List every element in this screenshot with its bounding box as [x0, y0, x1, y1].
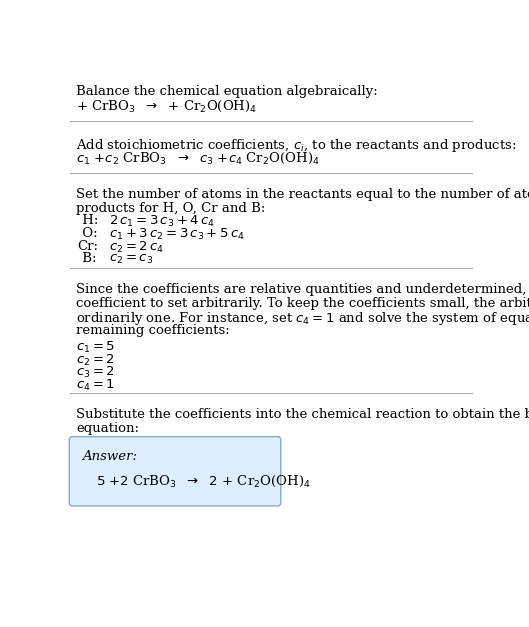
- Text: $c_1 + 3\,c_2 = 3\,c_3 + 5\,c_4$: $c_1 + 3\,c_2 = 3\,c_3 + 5\,c_4$: [109, 227, 244, 242]
- FancyBboxPatch shape: [69, 436, 281, 506]
- Text: $c_1 = 5$: $c_1 = 5$: [76, 340, 115, 356]
- Text: remaining coefficients:: remaining coefficients:: [76, 324, 230, 337]
- Text: Set the number of atoms in the reactants equal to the number of atoms in the: Set the number of atoms in the reactants…: [76, 189, 529, 201]
- Text: equation:: equation:: [76, 421, 139, 435]
- Text: products for H, O, Cr and B:: products for H, O, Cr and B:: [76, 202, 266, 215]
- Text: $5$ $+2$ CrBO$_3$  $\rightarrow$  $2$ $+$ Cr$_2$O(OH)$_4$: $5$ $+2$ CrBO$_3$ $\rightarrow$ $2$ $+$ …: [96, 474, 311, 489]
- Text: O:: O:: [78, 227, 97, 240]
- Text: ordinarily one. For instance, set $c_4 = 1$ and solve the system of equations fo: ordinarily one. For instance, set $c_4 =…: [76, 310, 529, 327]
- Text: $c_2 = 2$: $c_2 = 2$: [76, 353, 115, 368]
- Text: Answer:: Answer:: [81, 450, 136, 463]
- Text: Since the coefficients are relative quantities and underdetermined, choose a: Since the coefficients are relative quan…: [76, 283, 529, 297]
- Text: B:: B:: [78, 253, 96, 265]
- Text: Add stoichiometric coefficients, $c_i$, to the reactants and products:: Add stoichiometric coefficients, $c_i$, …: [76, 137, 517, 154]
- Text: $c_2 = c_3$: $c_2 = c_3$: [109, 253, 153, 266]
- Text: Cr:: Cr:: [78, 240, 99, 253]
- Text: H:: H:: [78, 214, 98, 227]
- Text: $c_4 = 1$: $c_4 = 1$: [76, 377, 115, 393]
- Text: coefficient to set arbitrarily. To keep the coefficients small, the arbitrary va: coefficient to set arbitrarily. To keep …: [76, 297, 529, 310]
- Text: Balance the chemical equation algebraically:: Balance the chemical equation algebraica…: [76, 85, 378, 98]
- Text: Substitute the coefficients into the chemical reaction to obtain the balanced: Substitute the coefficients into the che…: [76, 408, 529, 421]
- Text: $2\,c_1 = 3\,c_3 + 4\,c_4$: $2\,c_1 = 3\,c_3 + 4\,c_4$: [109, 214, 215, 229]
- Text: $+$ CrBO$_3$  $\rightarrow$  $+$ Cr$_2$O(OH)$_4$: $+$ CrBO$_3$ $\rightarrow$ $+$ Cr$_2$O(O…: [76, 98, 257, 114]
- Text: $c_2 = 2\,c_4$: $c_2 = 2\,c_4$: [109, 240, 164, 255]
- Text: $c_3 = 2$: $c_3 = 2$: [76, 365, 115, 381]
- Text: $c_1$ $+c_2$ CrBO$_3$  $\rightarrow$  $c_3$ $+c_4$ Cr$_2$O(OH)$_4$: $c_1$ $+c_2$ CrBO$_3$ $\rightarrow$ $c_3…: [76, 150, 320, 166]
